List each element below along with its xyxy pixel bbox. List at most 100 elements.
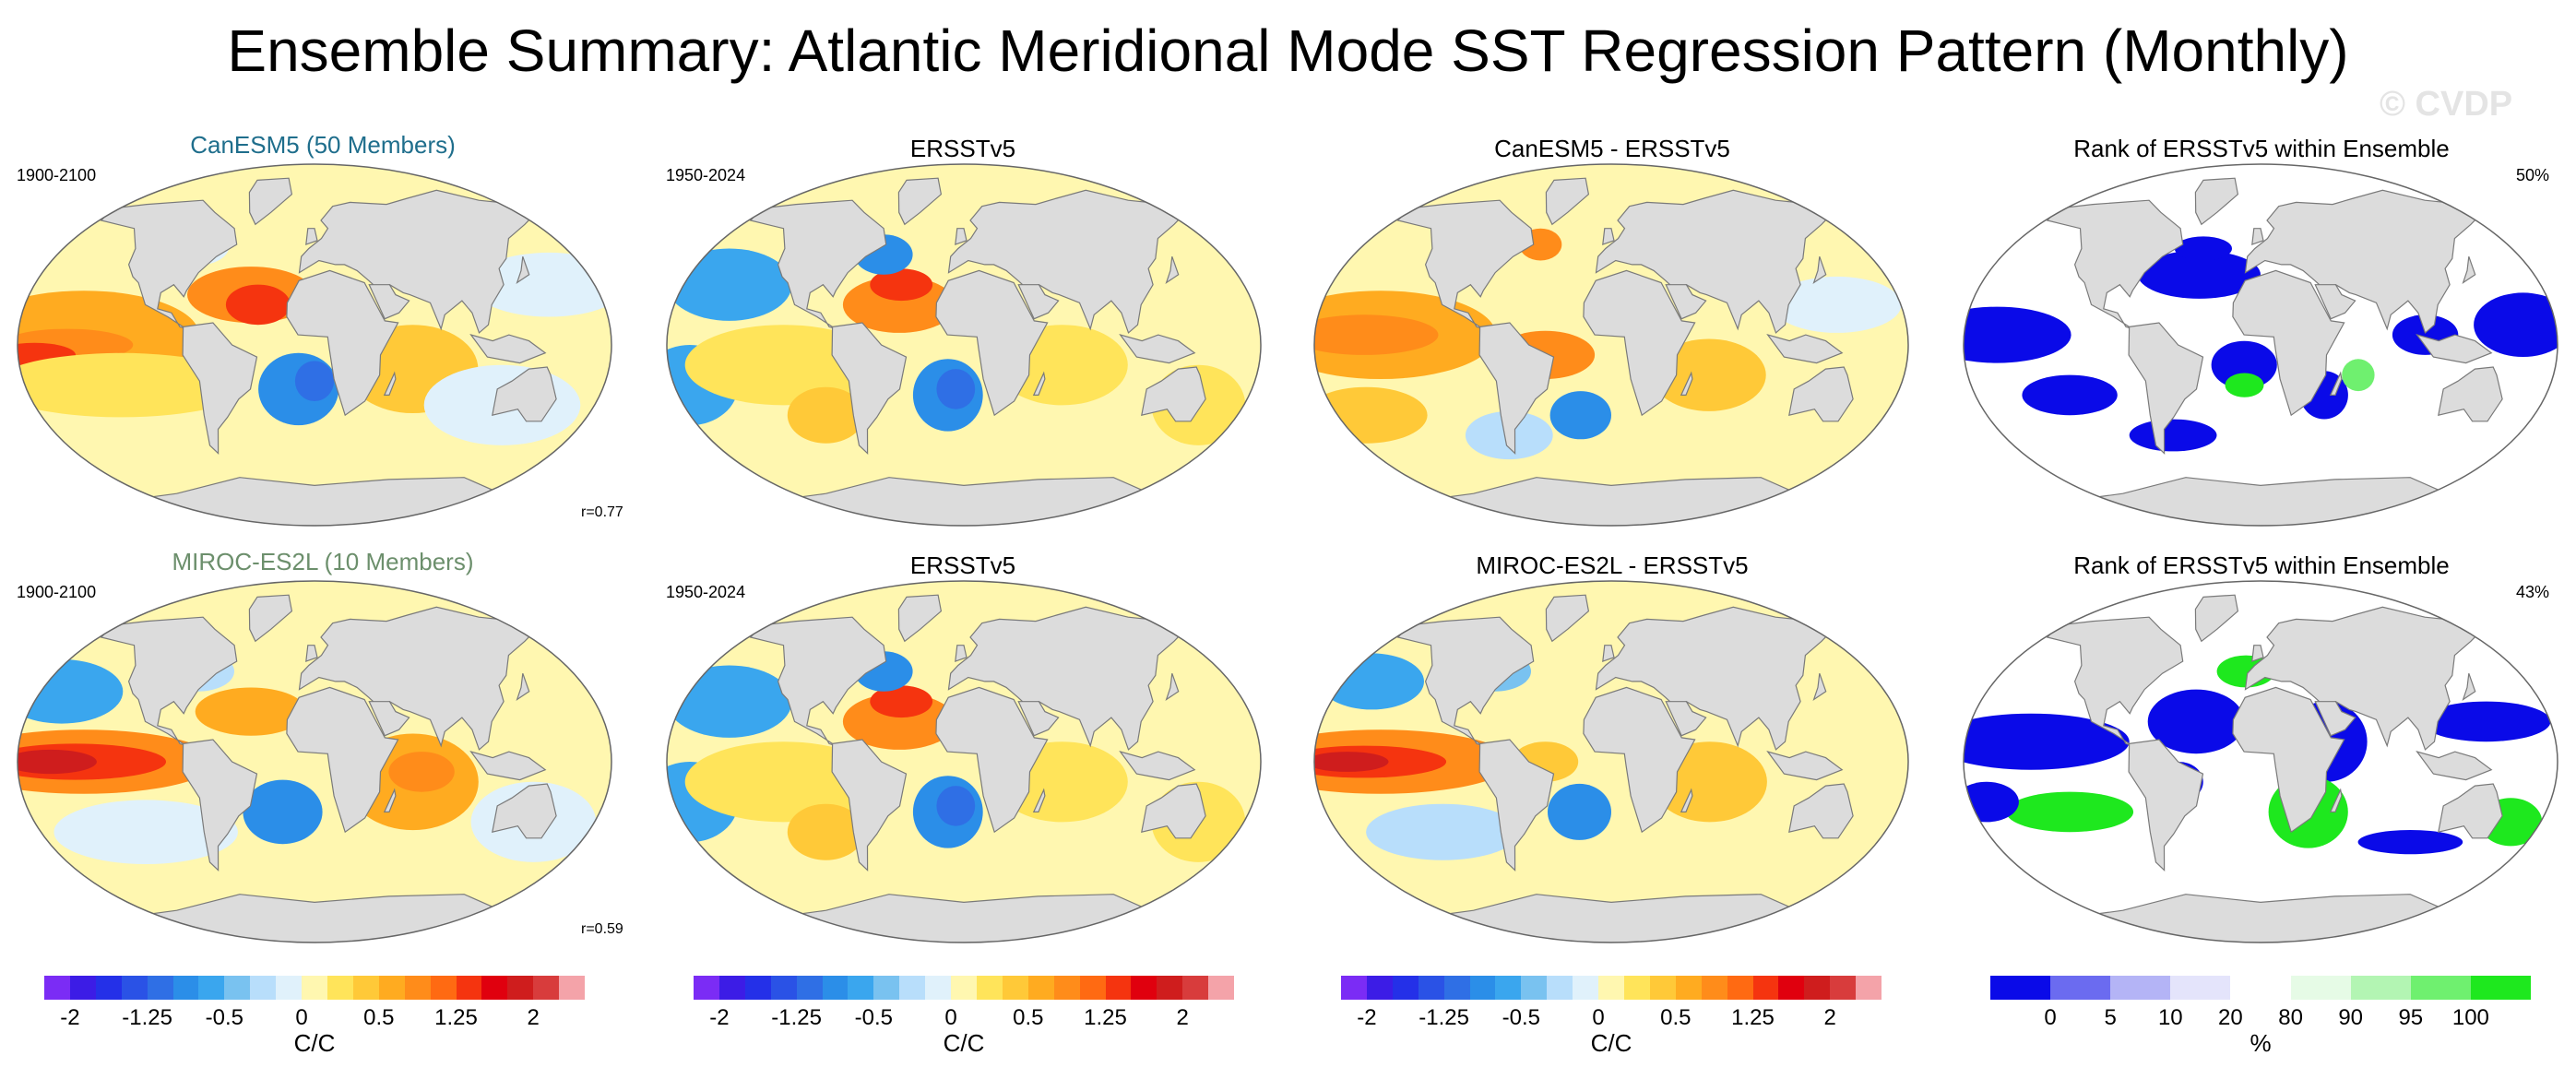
- colorbar-1-box-0: [694, 976, 720, 1000]
- anomaly-blob-0: [667, 665, 792, 738]
- land-madagascar: [1032, 788, 1046, 812]
- colorbar-2-box-19: [1830, 976, 1857, 1000]
- map-border: [17, 580, 612, 943]
- map-model-1: [17, 163, 612, 527]
- colorbar-2-box-16: [1752, 976, 1779, 1000]
- colorbar-3-box-6: [2350, 976, 2412, 1000]
- anomaly-blob-5: [18, 352, 251, 418]
- map-border: [1313, 163, 1909, 527]
- colorbar-3-box-3: [2170, 976, 2231, 1000]
- colorbar-2-box-18: [1804, 976, 1831, 1000]
- colorbar-1-units: C/C: [943, 1029, 985, 1057]
- arctic-band: [667, 581, 1261, 592]
- colorbar-1-tick-4: 0.5: [1013, 1005, 1044, 1030]
- pattern-correlation-1: r=0.77: [581, 504, 623, 520]
- land-indonesia: [2416, 751, 2493, 781]
- model-period-1: 1900-2100: [17, 166, 97, 184]
- panel-title-diff-1: CanESM5 - ERSSTv5: [1494, 135, 1730, 162]
- land-australia: [492, 366, 557, 422]
- land-arabia: [1017, 701, 1060, 737]
- colorbar-0-tick-4: 0.5: [363, 1005, 395, 1030]
- colorbar-1-tick-6: 2: [1176, 1005, 1189, 1030]
- land-japan: [1165, 673, 1180, 701]
- land-africa: [286, 269, 399, 417]
- map-border: [1963, 580, 2558, 943]
- land-uk: [305, 645, 318, 662]
- anomaly-blob-10: [2342, 359, 2375, 392]
- colorbar-2-tick-5: 1.25: [1731, 1005, 1775, 1030]
- land-indonesia: [469, 751, 547, 781]
- arctic-band: [667, 164, 1261, 175]
- colorbar-3-tick-2: 10: [2157, 1005, 2183, 1030]
- map-border: [17, 163, 612, 527]
- land-madagascar: [2329, 371, 2343, 396]
- map-border: [666, 580, 1262, 943]
- land-south_america: [182, 739, 258, 872]
- anomaly-blob-7: [2129, 419, 2217, 452]
- colorbar-regression-3: -2 -1.25 -0.5 0 0.5 1.25 2 C/C: [1341, 976, 1882, 1068]
- land-uk: [1602, 228, 1615, 245]
- anomaly-blob-6: [1772, 276, 1902, 333]
- colorbar-1-box-6: [848, 976, 874, 1000]
- colorbar-0-box-13: [378, 976, 406, 1000]
- colorbar-0-box-1: [69, 976, 97, 1000]
- colorbar-0-box-4: [147, 976, 173, 1000]
- anomaly-blob-1: [1314, 314, 1439, 355]
- colorbar-regression-1: -2 -1.25 -0.5 0 0.5 1.25 2 C/C: [44, 976, 586, 1068]
- land-uk: [305, 228, 318, 245]
- map-border: [1963, 163, 2558, 527]
- land-japan: [2462, 256, 2476, 284]
- colorbar-2-box-0: [1341, 976, 1368, 1000]
- land-madagascar: [383, 788, 397, 812]
- anomaly-blob-3: [870, 685, 933, 718]
- panel-title-diff-2: MIROC-ES2L - ERSSTv5: [1476, 551, 1749, 579]
- colorbar-0-box-5: [172, 976, 199, 1000]
- land-africa: [2232, 686, 2345, 834]
- land-greenland: [897, 594, 943, 643]
- panel-title-rank-1: Rank of ERSSTv5 within Ensemble: [2073, 135, 2450, 162]
- land-madagascar: [383, 371, 397, 396]
- arctic-band: [18, 581, 611, 592]
- anomaly-blob-3: [2174, 236, 2232, 261]
- anomaly-blob-2: [18, 749, 97, 775]
- colorbar-0-tick-2: -0.5: [205, 1005, 243, 1030]
- anomaly-blob-4: [2022, 374, 2118, 416]
- land-south_america: [831, 322, 908, 456]
- anomaly-blob-5: [2421, 701, 2551, 742]
- land-australia: [1141, 783, 1206, 839]
- colorbar-3-tick-0: 0: [2044, 1005, 2057, 1030]
- colorbar-3-box-0: [1990, 976, 2051, 1000]
- anomaly-blob-8: [53, 800, 238, 864]
- colorbar-0-box-8: [250, 976, 277, 1000]
- colorbar-0-box-6: [198, 976, 225, 1000]
- colorbar-0-box-18: [507, 976, 534, 1000]
- colorbar-3-box-7: [2410, 976, 2472, 1000]
- colorbar-3-tick-4: 80: [2278, 1005, 2303, 1030]
- land-north_america: [100, 616, 238, 747]
- colorbar-2-box-12: [1649, 976, 1677, 1000]
- land-madagascar: [1032, 371, 1046, 396]
- colorbar-0-box-12: [352, 976, 380, 1000]
- land-africa: [2232, 269, 2345, 417]
- land-indonesia: [1119, 751, 1196, 781]
- colorbar-0-box-20: [559, 976, 586, 1000]
- land-arabia: [368, 701, 410, 737]
- colorbar-0-box-2: [95, 976, 123, 1000]
- colorbar-0-box-0: [44, 976, 71, 1000]
- colorbar-3-box-2: [2110, 976, 2171, 1000]
- anomaly-blob-4: [225, 284, 291, 326]
- anomaly-blob-1: [2147, 689, 2245, 754]
- colorbar-1-tick-1: -1.25: [771, 1005, 822, 1030]
- colorbar-0-units: C/C: [293, 1029, 336, 1057]
- map-rank-2: [1963, 580, 2558, 943]
- anomaly-blob-6: [195, 687, 307, 736]
- colorbar-1-tick-0: -2: [709, 1005, 730, 1030]
- colorbar-1-box-14: [1053, 976, 1081, 1000]
- land-north_america: [2046, 616, 2184, 747]
- land-japan: [1812, 673, 1827, 701]
- obs-period-2: 1950-2024: [666, 583, 746, 601]
- land-madagascar: [1680, 788, 1693, 812]
- colorbar-1-box-5: [822, 976, 849, 1000]
- colorbar-2-box-3: [1418, 976, 1445, 1000]
- anomaly-blob-5: [936, 786, 976, 826]
